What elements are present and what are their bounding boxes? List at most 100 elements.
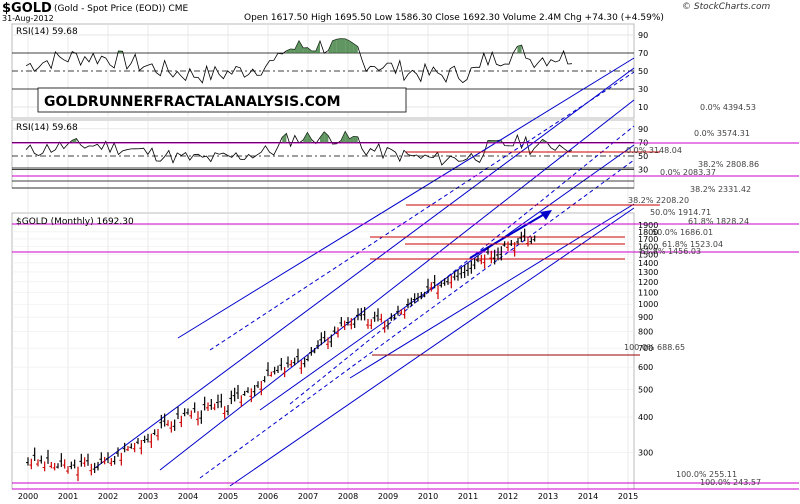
fib-label: 100.0% 243.57 (700, 478, 761, 487)
fib-label: 61.8% 1523.04 (662, 240, 723, 249)
rsi-tick-label: 90 (638, 125, 648, 134)
rsi-overbought-fill (353, 43, 358, 53)
rsi-overbought-fill (341, 131, 346, 143)
rsi-overbought-fill (336, 38, 341, 53)
watermark-box (37, 87, 407, 113)
x-tick-label: 2007 (298, 492, 318, 501)
y-tick-label: 1800 (638, 228, 658, 237)
y-tick-label: 1200 (638, 278, 658, 287)
rsi-tick-label: 10 (638, 103, 648, 112)
trend-channel-line (94, 67, 635, 469)
rsi-overbought-fill (328, 40, 333, 53)
rsi-overbought-fill (307, 47, 312, 53)
y-tick-label: 300 (638, 449, 653, 458)
rsi-2-title: RSI(14) 59.68 (16, 123, 78, 133)
y-tick-label: 1600 (638, 242, 658, 251)
trend-arrow-head (540, 210, 552, 220)
fib-label: 38.2% 2208.20 (628, 196, 689, 205)
trend-channel-line (209, 71, 635, 351)
trend-channel-line (349, 203, 635, 379)
rsi-overbought-fill (345, 131, 350, 143)
rsi-overbought-fill (345, 38, 350, 53)
x-tick-label: 2010 (418, 492, 438, 501)
rsi-overbought-fill (332, 39, 337, 53)
rsi-tick-label: 30 (638, 166, 648, 175)
rsi-tick-label: 90 (638, 31, 648, 40)
x-tick-label: 2014 (578, 492, 598, 501)
x-tick-label: 2005 (218, 492, 238, 501)
fib-label: 100.0% 255.11 (676, 470, 737, 479)
x-tick-label: 2012 (498, 492, 518, 501)
rsi-tick-label: 30 (638, 85, 648, 94)
rsi-overbought-fill (307, 132, 312, 143)
fib-label: 38.2% 2808.86 (698, 160, 759, 169)
y-tick-label: 800 (638, 328, 653, 337)
fib-label: 0.0% 2083.37 (660, 168, 716, 177)
symbol: $GOLD (2, 1, 52, 16)
rsi-overbought-fill (303, 132, 308, 143)
x-tick-label: 2002 (98, 492, 118, 501)
rsi-overbought-fill (72, 138, 77, 143)
trend-channel-line (289, 125, 635, 405)
brand: © StockCharts.com (682, 2, 771, 12)
trend-channels (94, 57, 635, 487)
gridlines (12, 24, 634, 489)
rsi-overbought-fill (311, 50, 316, 53)
y-tick-label: 1500 (638, 250, 658, 259)
x-tick-label: 2006 (258, 492, 278, 501)
rsi-overbought-fill (341, 38, 346, 53)
watermark-text: GOLDRUNNERFRACTALANALYSIS.COM (44, 94, 341, 110)
rsi-line (25, 38, 573, 84)
rsi-overbought-fill (517, 45, 522, 53)
x-tick-label: 2008 (338, 492, 358, 501)
x-tick-label: 2011 (458, 492, 478, 501)
rsi-1-title: RSI(14) 59.68 (16, 27, 78, 37)
rsi-overbought-fill (303, 47, 308, 53)
fib-label: 50.0% 1686.01 (652, 228, 713, 237)
ohlc-readout: Open 1617.50 High 1695.50 Low 1586.30 Cl… (244, 13, 664, 23)
trend-channel-line (177, 57, 635, 339)
x-tick-label: 2001 (58, 492, 78, 501)
date: 31-Aug-2012 (2, 14, 54, 23)
y-tick-label: 1000 (638, 300, 658, 309)
description: (Gold - Spot Price (EOD)) CME (54, 4, 189, 14)
rsi-overbought-fill (290, 48, 295, 53)
trend-channel-line (259, 144, 635, 411)
x-tick-label: 2003 (138, 492, 158, 501)
x-tick-label: 2015 (618, 492, 638, 501)
rsi-tick-label: 50 (638, 152, 648, 161)
axes: 2000 2001 2002 2003 2004 2005 2006 2007 2008 2009… (18, 221, 659, 501)
y-tick-label: 1400 (638, 259, 658, 268)
trend-channel-line (159, 99, 635, 471)
y-tick-label: 400 (638, 413, 653, 422)
x-tick-label: 2013 (538, 492, 558, 501)
rsi-overbought-fill (282, 133, 287, 143)
rsi-panel-2-frame (11, 119, 635, 189)
trend-arrow (469, 211, 549, 259)
rsi-overbought-fill (299, 40, 304, 53)
x-tick-label: 2000 (18, 492, 38, 501)
price-series (26, 228, 536, 482)
y-tick-label: 900 (638, 313, 653, 322)
y-tick-label: 1900 (638, 221, 658, 230)
rsi-overbought-fill (353, 136, 358, 143)
fib-label: 38.2% 2331.42 (690, 185, 751, 194)
rsi-overbought-fill (492, 140, 497, 143)
rsi-overbought-fill (118, 51, 123, 53)
price-title: $GOLD (Monthly) 1692.30 (16, 217, 134, 227)
fib-label: 61.8% 1828.24 (688, 217, 749, 226)
y-tick-label: 500 (638, 386, 653, 395)
x-tick-label: 2004 (178, 492, 198, 501)
rsi-tick-label: 70 (638, 49, 648, 58)
fib-label: 0.0% 4394.53 (700, 103, 756, 112)
fib-label: 50.0% 1914.71 (650, 208, 711, 217)
y-tick-label: 1700 (638, 235, 658, 244)
fib-label: 61.8% 1456.03 (640, 247, 701, 256)
trend-channel-line (229, 207, 635, 487)
fib-lines: 0.0% 4394.53 0.0% 3574.31 0.0% 3148.04 38.2… (12, 103, 799, 490)
y-tick-label: 600 (638, 363, 653, 372)
chart-header: $GOLD (Gold - Spot Price (EOD)) CME 31-A… (0, 0, 800, 24)
y-tick-label: 1300 (638, 268, 658, 277)
fib-label: 0.0% 3574.31 (694, 129, 750, 138)
